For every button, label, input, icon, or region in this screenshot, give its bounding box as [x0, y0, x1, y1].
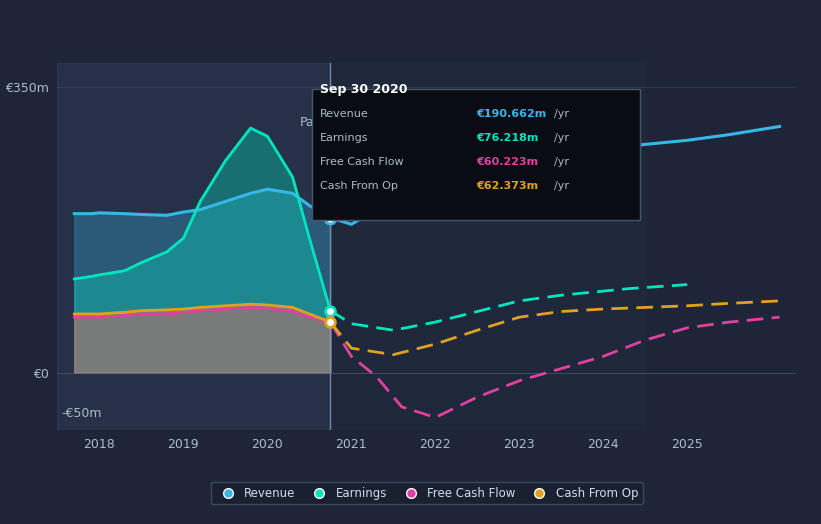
Bar: [330, 63, 645, 430]
Bar: [57, 63, 330, 430]
Legend: Revenue, Earnings, Free Cash Flow, Cash From Op: Revenue, Earnings, Free Cash Flow, Cash …: [211, 482, 643, 505]
Text: /yr: /yr: [554, 157, 569, 167]
Text: €190.662m: €190.662m: [476, 109, 547, 119]
Text: €62.373m: €62.373m: [476, 181, 539, 191]
Text: Revenue: Revenue: [320, 109, 369, 119]
Text: €60.223m: €60.223m: [476, 157, 539, 167]
Text: €76.218m: €76.218m: [476, 133, 539, 143]
Text: Sep 30 2020: Sep 30 2020: [320, 83, 408, 96]
Text: Earnings: Earnings: [320, 133, 369, 143]
Text: /yr: /yr: [554, 109, 569, 119]
Text: -€50m: -€50m: [62, 407, 102, 420]
Text: /yr: /yr: [554, 181, 569, 191]
Text: Analysts Forecasts: Analysts Forecasts: [334, 116, 451, 129]
Text: Cash From Op: Cash From Op: [320, 181, 398, 191]
Text: /yr: /yr: [554, 133, 569, 143]
Text: Free Cash Flow: Free Cash Flow: [320, 157, 404, 167]
Text: Past: Past: [300, 116, 326, 129]
